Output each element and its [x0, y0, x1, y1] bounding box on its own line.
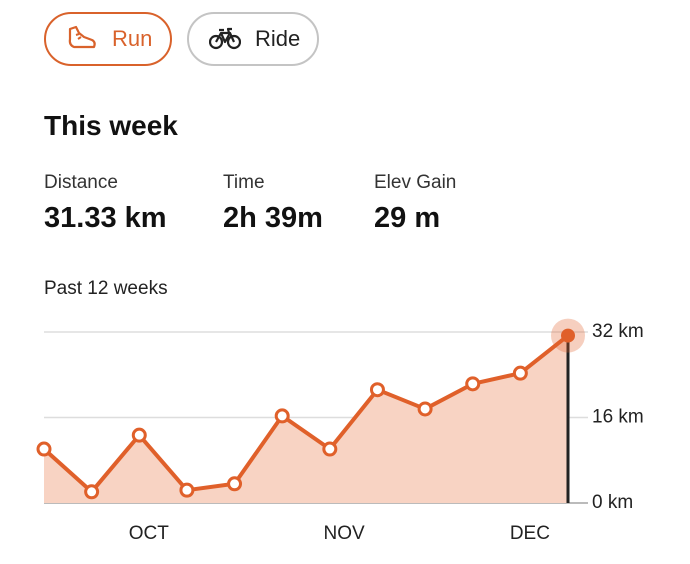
point [227, 476, 243, 492]
tab-label: Ride [255, 26, 301, 51]
stat-value: 31.33 km [44, 202, 167, 234]
stat: Elev Gain 29 m [374, 172, 456, 235]
shoe-icon [68, 25, 96, 49]
point [274, 408, 290, 424]
stat: Time 2h 39m [223, 172, 323, 235]
y-tick-label: 16 km [592, 407, 644, 428]
stat-label: Distance [44, 172, 118, 193]
y-tick-label: 32 km [592, 321, 644, 342]
stat-value: 2h 39m [223, 202, 323, 234]
stat: Distance 31.33 km [44, 172, 167, 235]
x-tick-label: DEC [510, 523, 550, 544]
stat-value: 29 m [374, 202, 441, 234]
tab-label: Run [112, 26, 153, 51]
area [44, 335, 568, 503]
point [179, 482, 195, 498]
chart: Past 12 weeks 0 km 16 km 32 km OCT NOV DEC [36, 278, 644, 544]
x-tick-label: OCT [129, 523, 170, 544]
stat-label: Time [223, 172, 265, 193]
line [42, 334, 570, 494]
point [369, 382, 385, 398]
point [84, 484, 100, 500]
run-tab[interactable]: Run [44, 12, 172, 66]
point [322, 441, 338, 457]
point [512, 365, 528, 381]
bike-icon [209, 27, 241, 50]
ride-tab[interactable]: Ride [187, 12, 319, 66]
point [561, 328, 575, 343]
point [417, 401, 433, 417]
x-tick-label: NOV [324, 523, 366, 544]
stat-label: Elev Gain [374, 172, 457, 193]
point [131, 427, 147, 443]
point [465, 376, 481, 392]
point [36, 441, 52, 457]
section-title: This week [44, 110, 178, 141]
y-tick-label: 0 km [592, 492, 633, 513]
chart-title: Past 12 weeks [44, 278, 168, 299]
